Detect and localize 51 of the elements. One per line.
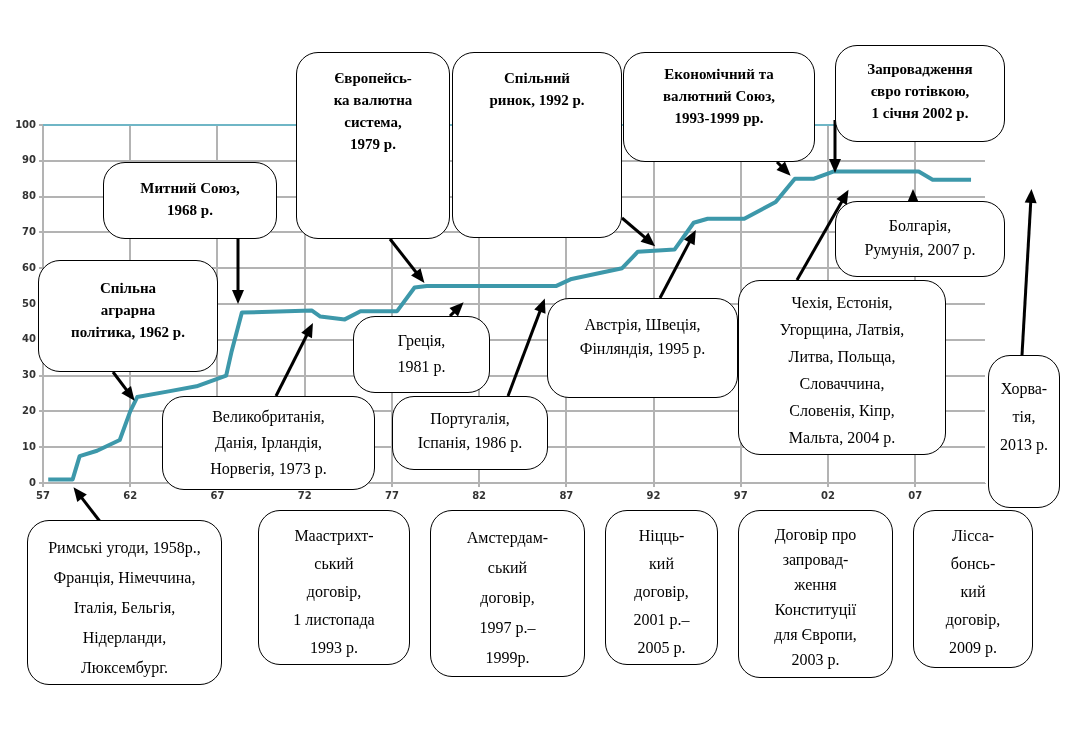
y-tick-label: 100: [15, 118, 37, 130]
callout: Митний Союз, 1968 р.: [103, 162, 277, 239]
annotation: Європейсь- ка валютна система, 1979 р.: [333, 69, 413, 152]
callout: Амстердам- ський договір, 1997 р.– 1999р.: [430, 510, 585, 677]
annotation: Спільна аграрна політика, 1962 р.: [71, 279, 185, 340]
y-tick-label: 40: [22, 333, 37, 345]
x-tick-label: 77: [384, 489, 399, 501]
annotation: Греція, 1981 р.: [397, 331, 446, 375]
x-tick-label: 82: [472, 489, 487, 501]
x-tick-label: 92: [646, 489, 661, 501]
annotation: Португалія, Іспанія, 1986 р.: [417, 410, 523, 451]
annotation: Митний Союз, 1968 р.: [140, 179, 240, 218]
annotation: Економічний та валютний Союз, 1993-1999 рр.: [662, 65, 776, 126]
callout: Європейсь- ка валютна система, 1979 р.: [296, 52, 450, 239]
x-tick-label: 07: [908, 489, 923, 501]
y-tick-label: 20: [22, 404, 37, 416]
callout: Болгарія, Румунія, 2007 р.: [835, 201, 1005, 277]
y-tick-label: 10: [22, 440, 37, 452]
annotation: Чехія, Естонія, Угорщина, Латвія, Литва, Польща, Словаччина, Словенія, Кіпр, Мальта, 2004 р.: [779, 293, 905, 446]
y-tick-label: 60: [22, 261, 37, 273]
x-tick-label: 97: [733, 489, 748, 501]
x-tick-label: 02: [821, 489, 835, 501]
y-tick-label: 0: [29, 476, 37, 488]
annotation: Болгарія, Румунія, 2007 р.: [864, 217, 976, 258]
callout: Римські угоди, 1958р., Франція, Німеччина, Італія, Бельгія, Нідерланди, Люксембург.: [27, 520, 222, 685]
x-tick-label: 67: [210, 489, 225, 501]
callout: Договір про запровад- ження Конституції для Європи, 2003 р.: [738, 510, 893, 678]
callout: Спільний ринок, 1992 р.: [452, 52, 622, 238]
x-tick-label: 62: [123, 489, 138, 501]
x-tick-label: 87: [559, 489, 574, 501]
callout: Маастрихт- ський договір, 1 листопада 1993 р.: [258, 510, 410, 665]
callout: Хорва- тія, 2013 р.: [988, 355, 1060, 508]
callout: Запровадження євро готівкою, 1 січня 2002 р.: [835, 45, 1005, 142]
callout: Греція, 1981 р.: [353, 316, 490, 393]
callout: Ніцць- кий договір, 2001 р.– 2005 р.: [605, 510, 718, 665]
x-tick-label: 57: [36, 489, 50, 501]
annotation: Австрія, Швеція, Фінляндія, 1995 р.: [579, 316, 706, 357]
y-tick-label: 70: [22, 225, 37, 237]
annotation: Великобританія, Данія, Ірландія, Норвегія, 1973 р.: [210, 407, 327, 477]
callout: Економічний та валютний Союз, 1993-1999 рр.: [623, 52, 815, 162]
callout: Великобританія, Данія, Ірландія, Норвегія, 1973 р.: [162, 396, 375, 490]
y-tick-label: 80: [22, 190, 37, 202]
callout: Ліcса- бонсь- кий договір, 2009 р.: [913, 510, 1033, 668]
x-tick-label: 72: [297, 489, 312, 501]
callout: Португалія, Іспанія, 1986 р.: [392, 396, 548, 470]
callout: Австрія, Швеція, Фінляндія, 1995 р.: [547, 298, 738, 398]
y-tick-label: 50: [22, 297, 37, 309]
y-tick-label: 30: [22, 369, 37, 381]
callout: Спільна аграрна політика, 1962 р.: [38, 260, 218, 372]
callout: Чехія, Естонія, Угорщина, Латвія, Литва, Польща, Словаччина, Словенія, Кіпр, Мальта, 2004 р.: [738, 280, 946, 455]
y-tick-label: 90: [22, 154, 37, 166]
